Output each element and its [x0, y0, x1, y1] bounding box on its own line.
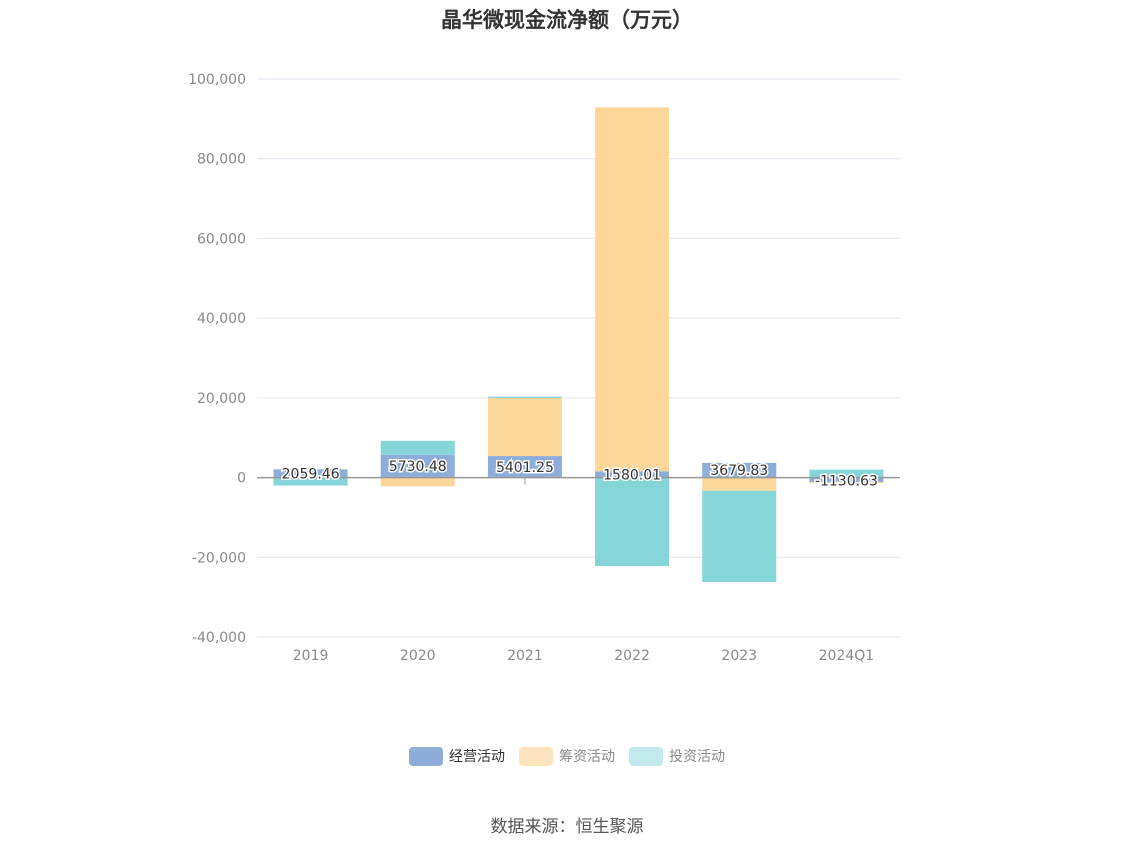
data-label: 1580.01 [603, 467, 661, 483]
y-tick-label: 40,000 [197, 311, 246, 327]
legend-label-financing: 筹资活动 [559, 749, 615, 765]
bar-investing [487, 396, 562, 398]
data-label: 5730.48 [389, 459, 447, 475]
data-label: 3679.83 [710, 463, 768, 479]
x-tick-label: 2024Q1 [819, 648, 875, 664]
data-label: 5401.25 [496, 460, 554, 476]
data-label: 2059.46 [282, 466, 340, 482]
y-tick-label: 20,000 [197, 391, 246, 407]
legend-swatch-financing [519, 746, 553, 766]
legend-label-operating: 经营活动 [449, 749, 505, 765]
data-label: -1130.63 [815, 474, 878, 490]
y-tick-label: 60,000 [197, 231, 246, 247]
legend: 经营活动 筹资活动 投资活动 [0, 746, 1134, 766]
legend-item-operating[interactable]: 经营活动 [409, 746, 505, 766]
bar-operating [809, 477, 884, 483]
legend-swatch-operating [409, 746, 443, 766]
y-tick-label: 0 [237, 471, 246, 487]
bar-financing [702, 477, 777, 491]
legend-swatch-investing [629, 746, 663, 766]
legend-item-investing[interactable]: 投资活动 [629, 746, 725, 766]
y-tick-label: 100,000 [188, 72, 246, 88]
bar-investing [380, 440, 455, 455]
legend-item-financing[interactable]: 筹资活动 [519, 746, 615, 766]
x-tick-label: 2019 [293, 648, 329, 664]
chart-title: 晶华微现金流净额（万元） [441, 8, 693, 32]
y-tick-label: 80,000 [197, 152, 246, 168]
x-tick-label: 2021 [507, 648, 543, 664]
bar-operating [595, 471, 670, 478]
bar-investing [273, 477, 348, 486]
y-tick-label: -20,000 [192, 550, 246, 566]
x-tick-label: 2020 [400, 648, 436, 664]
legend-label-investing: 投资活动 [669, 749, 725, 765]
x-tick-label: 2023 [721, 648, 757, 664]
bar-investing [702, 490, 777, 582]
x-tick-label: 2022 [614, 648, 650, 664]
bar-investing [595, 477, 670, 567]
bar-financing [487, 397, 562, 457]
source-note: 数据来源：恒生聚源 [490, 817, 644, 837]
bar-operating [273, 469, 348, 478]
bar-operating [380, 454, 455, 478]
bar-financing [809, 482, 884, 484]
chart-plot: 100,000 80,000 60,000 40,000 20,000 0 -20,000 -… [188, 72, 900, 664]
bar-investing [809, 469, 884, 478]
bar-operating [487, 456, 562, 478]
bar-financing [380, 477, 455, 487]
y-tick-label: -40,000 [192, 630, 246, 646]
bar-financing [595, 107, 670, 472]
bar-operating [702, 462, 777, 478]
